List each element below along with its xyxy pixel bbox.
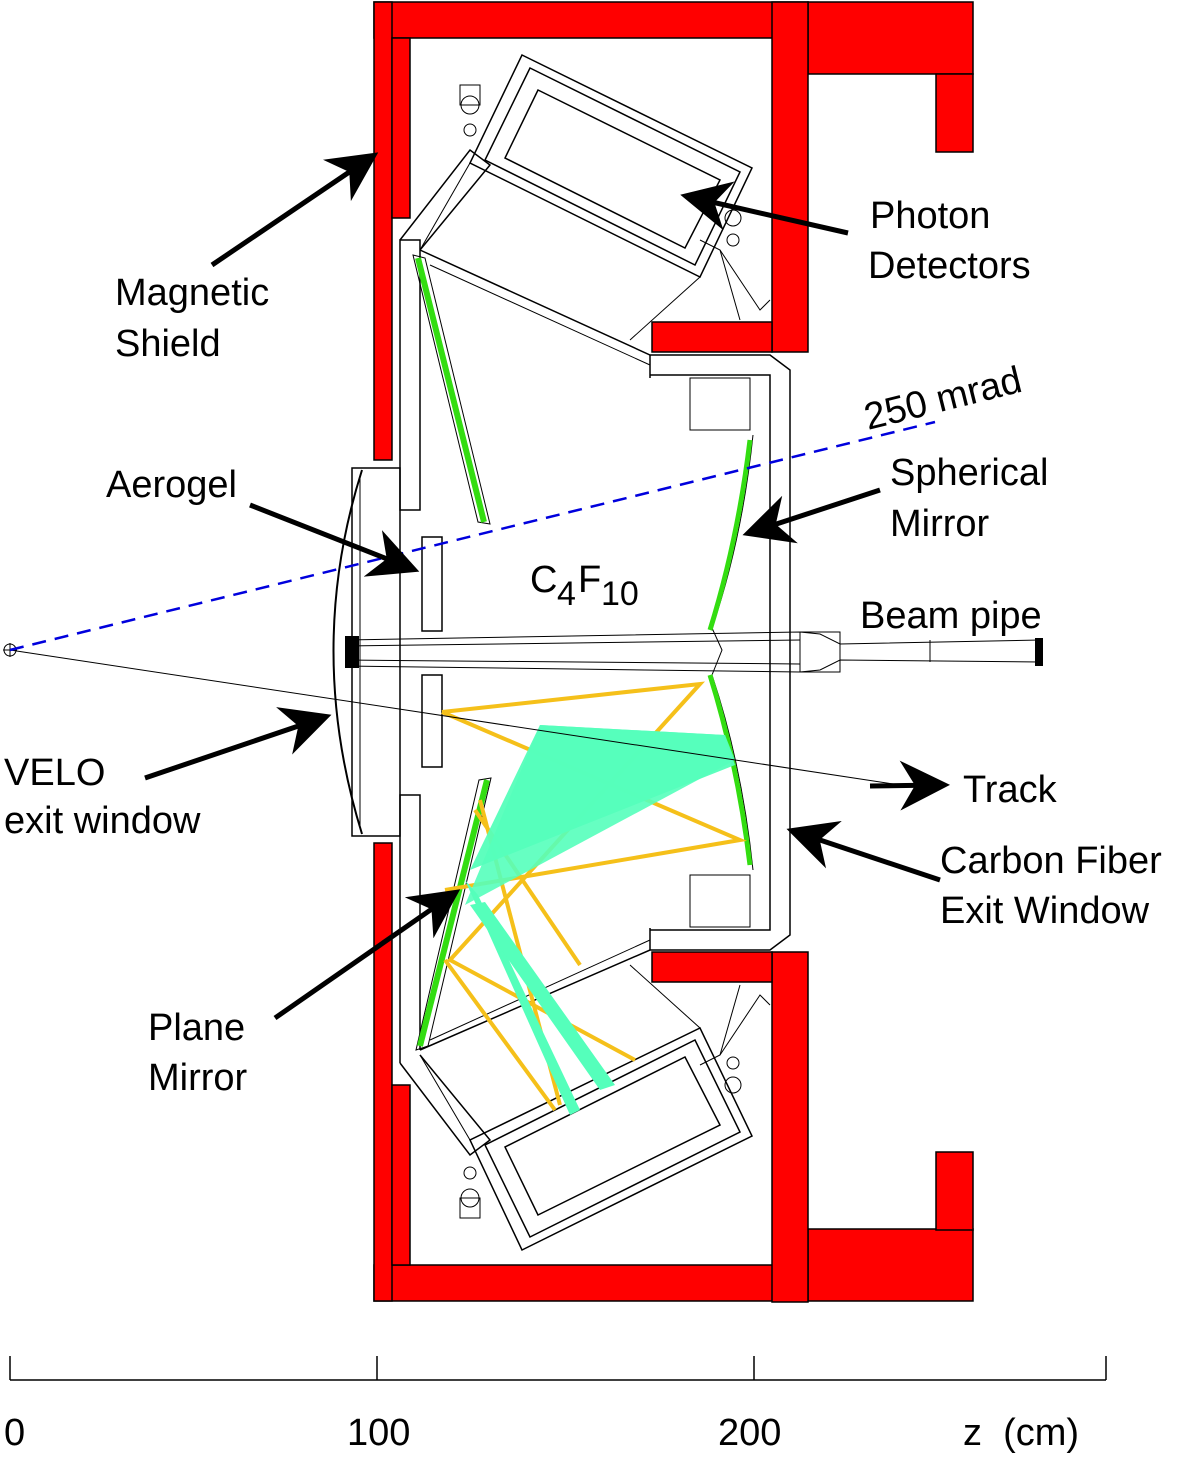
label-angle: 250 mrad: [860, 359, 1026, 439]
label-radiator-f: F: [578, 559, 601, 601]
arrow-plane-mirror: [273, 889, 461, 1021]
label-photon-detectors-line1: Photon: [870, 195, 990, 237]
label-plane-mirror-line1: Plane: [148, 1007, 245, 1049]
velo-exit-window: [332, 469, 363, 835]
shield-bottom-right-tab: [935, 1151, 974, 1231]
shield-left-upper: [373, 1, 393, 461]
label-plane-mirror-line2: Mirror: [148, 1057, 248, 1099]
label-aerogel: Aerogel: [106, 464, 237, 506]
label-radiator-gas: C 4 F 10: [530, 559, 639, 613]
label-track: Track: [963, 769, 1058, 811]
photon-detector-upper-surface: [504, 88, 722, 250]
labels: Photon Detectors Magnetic Shield 250 mra…: [4, 195, 1162, 1099]
shield-upper-step: [651, 321, 773, 353]
label-spherical-mirror-line1: Spherical: [890, 452, 1048, 494]
shield-right-lower-wall: [771, 951, 809, 1303]
arrow-aerogel: [249, 502, 420, 577]
shield-left-lower-inner: [391, 1084, 411, 1266]
photon-paths: [441, 681, 748, 1115]
shield-right-upper-wall: [771, 1, 809, 353]
shield-left-upper-inner: [391, 37, 411, 219]
z-axis-label-0: 0: [4, 1412, 25, 1454]
label-magnetic-shield-line1: Magnetic: [115, 272, 269, 314]
photon-detector-lower-surface: [504, 1055, 722, 1217]
pointer-arrows: [144, 152, 950, 1021]
arrow-photon-detectors: [680, 181, 849, 236]
z-axis-label-200: 200: [718, 1412, 781, 1454]
shield-top-right-block: [807, 1, 974, 75]
shield-bottom-right-block: [807, 1228, 974, 1302]
label-beam-pipe: Beam pipe: [860, 595, 1042, 637]
arrow-velo-window: [144, 707, 332, 781]
label-carbon-fiber-line2: Exit Window: [940, 890, 1150, 932]
label-radiator-c: C: [530, 559, 557, 601]
plane-mirror-upper: [415, 257, 487, 523]
label-photon-detectors-line2: Detectors: [868, 245, 1031, 287]
arrow-track: [869, 760, 950, 811]
z-axis: 0 100 200 z (cm): [4, 1356, 1107, 1454]
label-velo-line2: exit window: [4, 800, 201, 842]
shield-top-bar: [373, 1, 809, 39]
shield-lower-step: [651, 951, 773, 983]
label-spherical-mirror-line2: Mirror: [890, 503, 990, 545]
vessel-outline: [351, 148, 791, 1157]
aerogel-upper: [421, 536, 443, 632]
shield-top-right-tab: [935, 73, 974, 153]
label-magnetic-shield-line2: Shield: [115, 323, 221, 365]
aerogel: [421, 536, 443, 768]
label-radiator-sub1: 4: [557, 575, 576, 613]
magnetic-shield: [373, 1, 974, 1303]
z-axis-label-100: 100: [347, 1412, 410, 1454]
shield-bottom-bar: [373, 1264, 809, 1302]
photon-detector-upper: [419, 53, 753, 341]
z-axis-unit: z (cm): [963, 1412, 1079, 1454]
label-velo-line1: VELO: [4, 752, 105, 794]
photon-detector-lower: [419, 964, 753, 1252]
spherical-mirror: [707, 434, 754, 871]
label-carbon-fiber-line1: Carbon Fiber: [940, 840, 1162, 882]
aerogel-lower: [421, 674, 443, 768]
arrow-spherical-mirror: [742, 487, 881, 544]
beam-pipe: [344, 631, 1043, 673]
arrow-carbon-fiber-window: [786, 820, 941, 883]
arrow-magnetic-shield: [210, 152, 379, 268]
label-radiator-sub2: 10: [601, 575, 639, 613]
shield-left-lower: [373, 842, 393, 1302]
plane-mirrors: [412, 254, 492, 1051]
angle-line: [9, 420, 936, 652]
